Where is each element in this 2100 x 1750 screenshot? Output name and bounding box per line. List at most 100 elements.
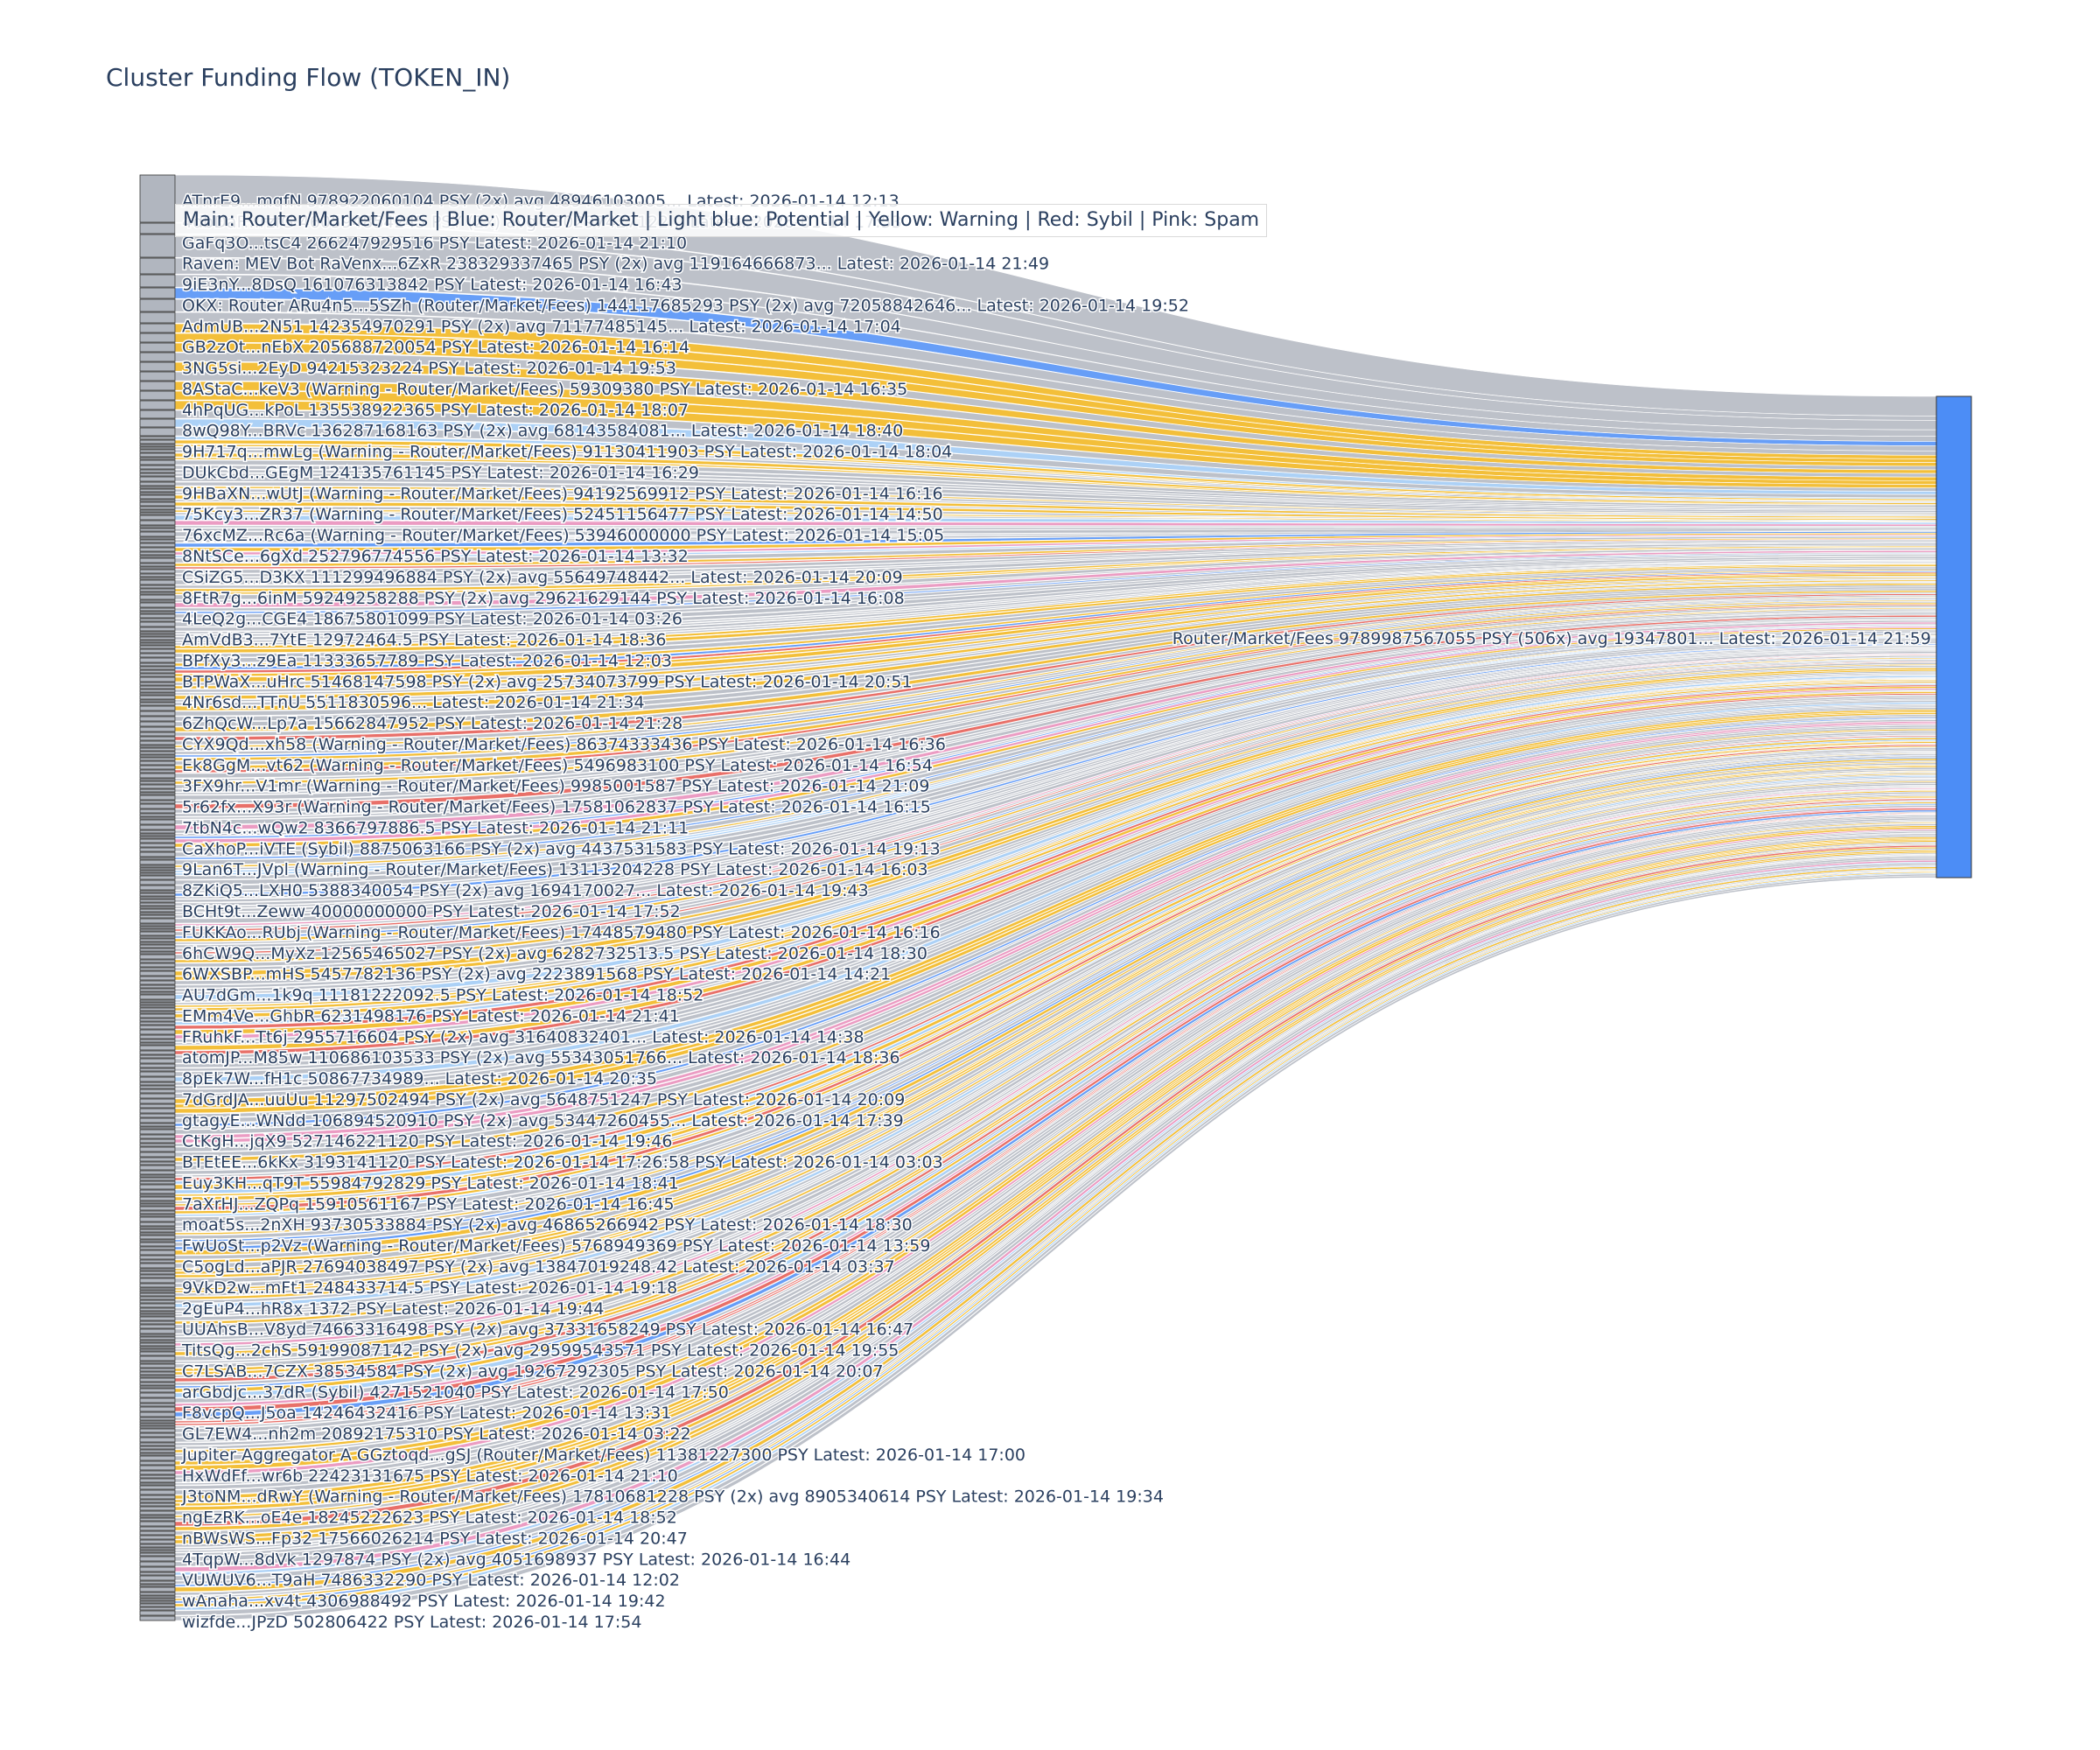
source-node[interactable] (139, 645, 176, 649)
source-node[interactable] (139, 872, 176, 876)
source-node[interactable] (139, 726, 176, 732)
source-node[interactable] (139, 563, 176, 567)
source-node[interactable] (139, 1482, 176, 1486)
source-node[interactable] (139, 830, 176, 834)
source-node[interactable] (139, 1460, 176, 1466)
source-node[interactable] (139, 418, 176, 428)
source-node[interactable] (139, 778, 176, 781)
source-node[interactable] (139, 702, 176, 706)
source-node[interactable] (139, 721, 176, 727)
source-node[interactable] (139, 547, 176, 552)
source-node[interactable] (139, 689, 176, 693)
source-node[interactable] (139, 539, 176, 543)
source-node[interactable] (139, 1324, 176, 1329)
source-node[interactable] (139, 1355, 176, 1362)
source-node[interactable] (139, 1403, 176, 1407)
source-node[interactable] (139, 1465, 176, 1471)
source-node[interactable] (139, 611, 176, 614)
source-node[interactable] (139, 573, 176, 578)
source-node[interactable] (139, 1342, 176, 1347)
source-node[interactable] (139, 662, 176, 667)
source-node[interactable] (139, 1351, 176, 1356)
source-node[interactable] (139, 1502, 176, 1507)
source-node[interactable] (139, 1239, 176, 1242)
source-node[interactable] (139, 1085, 176, 1089)
source-node[interactable] (139, 499, 176, 502)
source-node[interactable] (139, 1392, 176, 1398)
source-node[interactable] (139, 1184, 176, 1190)
source-node[interactable] (139, 472, 176, 477)
source-node[interactable] (139, 1375, 176, 1378)
source-node[interactable] (139, 1210, 176, 1214)
source-node[interactable] (139, 976, 176, 981)
source-node[interactable] (139, 444, 176, 447)
source-node[interactable] (139, 1346, 176, 1349)
source-node[interactable] (139, 536, 176, 540)
source-node[interactable] (139, 1478, 176, 1483)
source-node[interactable] (139, 1328, 176, 1334)
source-node[interactable] (139, 577, 176, 580)
source-node[interactable] (139, 816, 176, 820)
source-node[interactable] (139, 640, 176, 643)
source-node[interactable] (139, 1157, 176, 1162)
source-node[interactable] (139, 274, 176, 288)
source-node[interactable] (139, 1539, 176, 1544)
source-node[interactable] (139, 1296, 176, 1300)
source-node[interactable] (139, 1287, 176, 1291)
source-node[interactable] (139, 1206, 176, 1211)
source-node[interactable] (139, 1082, 176, 1086)
source-node[interactable] (139, 626, 176, 632)
source-node[interactable] (139, 1572, 176, 1576)
source-node[interactable] (139, 1485, 176, 1490)
source-node[interactable] (139, 794, 176, 801)
source-node[interactable] (139, 757, 176, 761)
source-node[interactable] (139, 1406, 176, 1412)
source-node[interactable] (139, 1259, 176, 1264)
source-node[interactable] (139, 1263, 176, 1269)
source-node[interactable] (139, 1371, 176, 1376)
source-node[interactable] (139, 1196, 176, 1201)
source-node[interactable] (139, 851, 176, 858)
source-node[interactable] (139, 476, 176, 482)
source-node[interactable] (139, 486, 176, 489)
source-node[interactable] (139, 1489, 176, 1495)
source-node[interactable] (139, 676, 176, 682)
source-node[interactable] (139, 634, 176, 637)
source-node[interactable] (139, 501, 176, 507)
source-node[interactable] (139, 1274, 176, 1278)
source-node[interactable] (139, 557, 176, 564)
source-node[interactable] (139, 361, 176, 372)
source-node[interactable] (139, 1194, 176, 1197)
source-node[interactable] (139, 1029, 176, 1035)
source-node[interactable] (139, 1584, 176, 1587)
source-node[interactable] (139, 1117, 176, 1124)
source-node[interactable] (139, 512, 176, 515)
source-node[interactable] (139, 1452, 176, 1456)
source-node[interactable] (139, 1556, 176, 1562)
source-node[interactable] (139, 669, 176, 674)
source-node[interactable] (139, 754, 176, 758)
source-node[interactable] (139, 1292, 176, 1297)
source-node[interactable] (139, 410, 176, 419)
source-node[interactable] (139, 800, 176, 804)
source-node[interactable] (139, 599, 176, 603)
source-node[interactable] (139, 857, 176, 860)
source-node[interactable] (139, 1428, 176, 1433)
source-node[interactable] (139, 666, 176, 670)
source-node[interactable] (139, 1530, 176, 1536)
source-node[interactable] (139, 1550, 176, 1553)
source-node[interactable] (139, 509, 176, 513)
source-node[interactable] (139, 1442, 176, 1446)
source-node[interactable] (139, 1377, 176, 1382)
source-node[interactable] (139, 427, 176, 437)
source-node[interactable] (139, 999, 176, 1003)
source-node[interactable] (139, 1025, 176, 1030)
source-node[interactable] (139, 813, 176, 817)
source-node[interactable] (139, 1368, 176, 1372)
source-node[interactable] (139, 1420, 176, 1424)
source-node[interactable] (139, 1603, 176, 1607)
source-node[interactable] (139, 1189, 176, 1194)
source-node[interactable] (139, 864, 176, 868)
source-node[interactable] (139, 994, 176, 1000)
source-node[interactable] (139, 1363, 176, 1368)
